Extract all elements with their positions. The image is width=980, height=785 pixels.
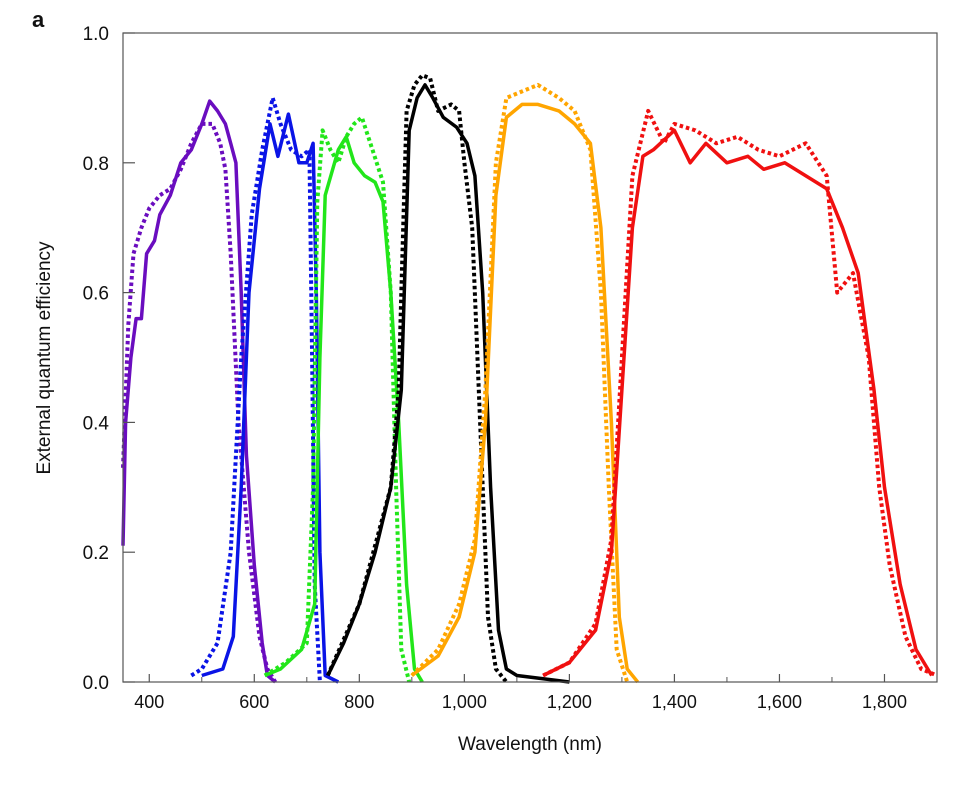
y-tick-label: 0.8 [83, 154, 109, 175]
x-tick-label: 600 [239, 692, 269, 712]
series-line-3-dotted [190, 95, 322, 683]
plot-frame [122, 32, 938, 683]
ticks-layer: 400 600 800 1,000 1,200 1,400 1,600 1,800 0.0 0.2… [83, 24, 907, 712]
y-tick-label: 0.2 [83, 543, 109, 564]
x-tick-label: 1,600 [757, 692, 802, 712]
series-layer [121, 73, 938, 684]
x-tick-label: 800 [344, 692, 374, 712]
x-tick-label: 1,000 [442, 692, 487, 712]
series-line-10-solid [542, 128, 934, 678]
x-tick-label: 400 [134, 692, 164, 712]
y-tick-label: 0.4 [83, 413, 110, 434]
x-tick-label: 1,800 [862, 692, 907, 712]
series-line-1-dotted [121, 121, 278, 684]
series-line-0-solid [121, 99, 277, 684]
y-axis-label: External quantum efficiency [34, 241, 55, 475]
panel-label: a [32, 7, 45, 32]
y-tick-label: 1.0 [83, 24, 109, 45]
x-tick-label: 1,400 [652, 692, 697, 712]
series-line-11-dotted [542, 108, 938, 678]
series-line-4-solid [264, 135, 424, 683]
y-tick-label: 0.6 [83, 284, 109, 305]
series-line-7-dotted [325, 73, 508, 684]
x-tick-label: 1,200 [547, 692, 592, 712]
series-line-5-dotted [263, 115, 412, 683]
y-tick-label: 0.0 [83, 673, 109, 694]
x-axis-label: Wavelength (nm) [458, 734, 602, 755]
series-line-9-dotted [410, 82, 630, 683]
